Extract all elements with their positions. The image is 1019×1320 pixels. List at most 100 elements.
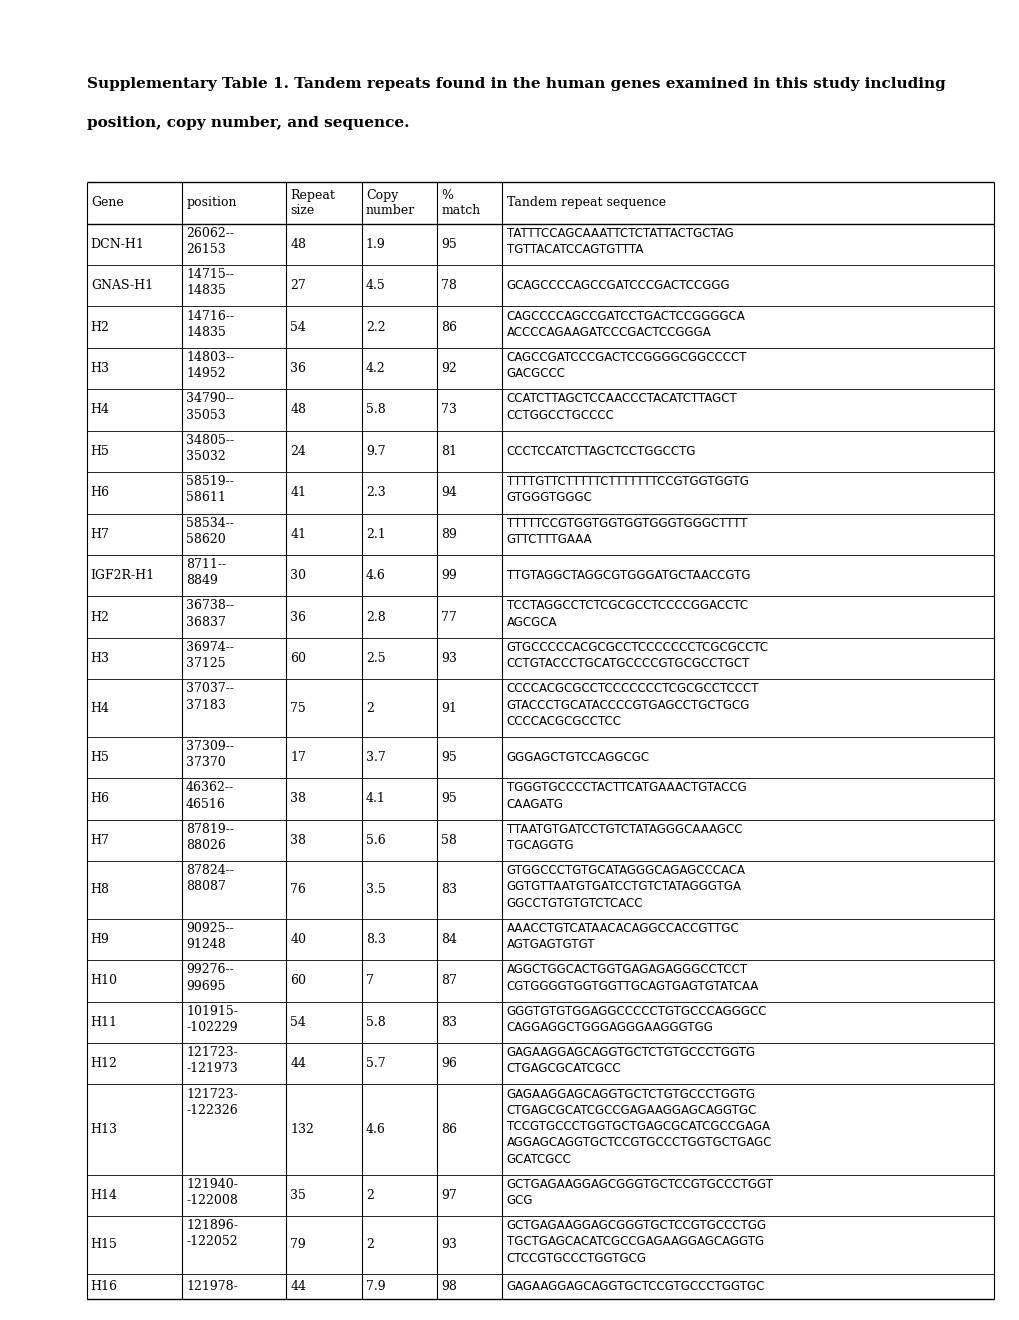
Text: 87819--: 87819-- xyxy=(185,822,234,836)
Text: H8: H8 xyxy=(91,883,110,896)
Text: 34790--: 34790-- xyxy=(185,392,234,405)
Text: 58: 58 xyxy=(441,834,457,847)
Text: GGGAGCTGTCCAGGCGC: GGGAGCTGTCCAGGCGC xyxy=(506,751,649,764)
Text: 121723-: 121723- xyxy=(185,1088,237,1101)
Text: 99: 99 xyxy=(441,569,457,582)
Text: 37309--: 37309-- xyxy=(185,741,234,752)
Text: 41: 41 xyxy=(290,528,306,541)
Text: CCTGTACCCTGCATGCCCCGTGCGCCTGCT: CCTGTACCCTGCATGCCCCGTGCGCCTGCT xyxy=(506,657,749,671)
Text: H3: H3 xyxy=(91,652,110,665)
Text: 17: 17 xyxy=(290,751,306,764)
Text: 95: 95 xyxy=(441,792,457,805)
Text: GGGTGTGTGGAGGCCCCCTGTGCCCAGGGCC: GGGTGTGTGGAGGCCCCCTGTGCCCAGGGCC xyxy=(506,1005,766,1018)
Text: 48: 48 xyxy=(290,404,306,417)
Text: H13: H13 xyxy=(91,1123,117,1137)
Text: DCN-H1: DCN-H1 xyxy=(91,238,145,251)
Text: -102229: -102229 xyxy=(185,1020,237,1034)
Text: 24: 24 xyxy=(290,445,306,458)
Text: CAGGAGGCTGGGAGGGAAGGGTGG: CAGGAGGCTGGGAGGGAAGGGTGG xyxy=(506,1020,712,1034)
Text: 73: 73 xyxy=(441,404,457,417)
Text: TGGGTGCCCCTACTTCATGAAACTGTACCG: TGGGTGCCCCTACTTCATGAAACTGTACCG xyxy=(506,781,746,795)
Text: 91248: 91248 xyxy=(185,939,225,952)
Text: 89: 89 xyxy=(441,528,457,541)
Text: 44: 44 xyxy=(290,1057,306,1071)
Text: 4.6: 4.6 xyxy=(366,1123,385,1137)
Text: 99276--: 99276-- xyxy=(185,964,233,977)
Text: 48: 48 xyxy=(290,238,306,251)
Text: AGGAGCAGGTGCTCCGTGCCCTGGTGCTGAGC: AGGAGCAGGTGCTCCGTGCCCTGGTGCTGAGC xyxy=(506,1137,771,1150)
Text: 4.6: 4.6 xyxy=(366,569,385,582)
Text: 83: 83 xyxy=(441,1016,457,1028)
Text: 58534--: 58534-- xyxy=(185,516,234,529)
Text: H12: H12 xyxy=(91,1057,117,1071)
Text: 36: 36 xyxy=(290,611,306,623)
Text: 46362--: 46362-- xyxy=(185,781,234,795)
Text: 54: 54 xyxy=(290,1016,306,1028)
Text: 44: 44 xyxy=(290,1280,306,1292)
Text: GTTCTTTGAAA: GTTCTTTGAAA xyxy=(506,533,592,546)
Text: 87824--: 87824-- xyxy=(185,865,234,878)
Text: GCAGCCCCAGCCGATCCCGACTCCGGG: GCAGCCCCAGCCGATCCCGACTCCGGG xyxy=(506,280,730,292)
Text: -122326: -122326 xyxy=(185,1104,237,1117)
Text: GCTGAGAAGGAGCGGGTGCTCCGTGCCCTGG: GCTGAGAAGGAGCGGGTGCTCCGTGCCCTGG xyxy=(506,1220,766,1232)
Text: 2.8: 2.8 xyxy=(366,611,385,623)
Text: Repeat
size: Repeat size xyxy=(290,189,335,216)
Text: H5: H5 xyxy=(91,751,110,764)
Text: 88087: 88087 xyxy=(185,880,226,894)
Text: CTGAGCGCATCGCC: CTGAGCGCATCGCC xyxy=(506,1063,621,1076)
Text: 60: 60 xyxy=(290,652,306,665)
Text: TCCTAGGCCTCTCGCGCCTCCCCGGACCTC: TCCTAGGCCTCTCGCGCCTCCCCGGACCTC xyxy=(506,599,747,612)
Text: 76: 76 xyxy=(290,883,306,896)
Text: TGCTGAGCACATCGCCGAGAAGGAGCAGGTG: TGCTGAGCACATCGCCGAGAAGGAGCAGGTG xyxy=(506,1236,763,1249)
Text: 35032: 35032 xyxy=(185,450,225,463)
Text: H7: H7 xyxy=(91,528,110,541)
Text: 14952: 14952 xyxy=(185,367,225,380)
Text: 87: 87 xyxy=(441,974,457,987)
Text: GGCCTGTGTGTCTCACC: GGCCTGTGTGTCTCACC xyxy=(506,896,642,909)
Text: 2: 2 xyxy=(366,701,373,714)
Text: 36: 36 xyxy=(290,362,306,375)
Text: 93: 93 xyxy=(441,1238,457,1251)
Text: 121940-: 121940- xyxy=(185,1177,237,1191)
Text: 121896-: 121896- xyxy=(185,1220,237,1232)
Text: TATTTCCAGCAAATTCTCTATTACTGCTAG: TATTTCCAGCAAATTCTCTATTACTGCTAG xyxy=(506,227,733,240)
Text: Gene: Gene xyxy=(91,197,123,210)
Text: CGTGGGGTGGTGGTTGCAGTGAGTGTATCAA: CGTGGGGTGGTGGTTGCAGTGAGTGTATCAA xyxy=(506,979,758,993)
Text: 5.8: 5.8 xyxy=(366,1016,385,1028)
Text: TTTTTCCGTGGTGGTGGTGGGTGGGCTTTT: TTTTTCCGTGGTGGTGGTGGGTGGGCTTTT xyxy=(506,516,746,529)
Text: IGF2R-H1: IGF2R-H1 xyxy=(91,569,155,582)
Text: AGTGAGTGTGT: AGTGAGTGTGT xyxy=(506,939,595,952)
Text: 88026: 88026 xyxy=(185,840,226,853)
Text: GTGCCCCCACGCGCCTCCCCCCCTCGCGCCTC: GTGCCCCCACGCGCCTCCCCCCCTCGCGCCTC xyxy=(506,642,768,653)
Text: H2: H2 xyxy=(91,321,110,334)
Text: 5.7: 5.7 xyxy=(366,1057,385,1071)
Text: H5: H5 xyxy=(91,445,110,458)
Text: 2.5: 2.5 xyxy=(366,652,385,665)
Text: 5.6: 5.6 xyxy=(366,834,385,847)
Text: GAGAAGGAGCAGGTGCTCTGTGCCCTGGTG: GAGAAGGAGCAGGTGCTCTGTGCCCTGGTG xyxy=(506,1047,755,1059)
Text: 36738--: 36738-- xyxy=(185,599,234,612)
Text: 36974--: 36974-- xyxy=(185,642,234,653)
Text: 2: 2 xyxy=(366,1238,373,1251)
Text: -121973: -121973 xyxy=(185,1063,237,1076)
Text: GAGAAGGAGCAGGTGCTCTGTGCCCTGGTG: GAGAAGGAGCAGGTGCTCTGTGCCCTGGTG xyxy=(506,1088,755,1101)
Text: 92: 92 xyxy=(441,362,457,375)
Text: 2.1: 2.1 xyxy=(366,528,385,541)
Text: 132: 132 xyxy=(290,1123,314,1137)
Text: H4: H4 xyxy=(91,404,110,417)
Text: 101915-: 101915- xyxy=(185,1005,237,1018)
Text: TCCGTGCCCTGGTGCTGAGCGCATCGCCGAGA: TCCGTGCCCTGGTGCTGAGCGCATCGCCGAGA xyxy=(506,1121,768,1133)
Text: 38: 38 xyxy=(290,834,306,847)
Text: H14: H14 xyxy=(91,1189,117,1201)
Text: 26062--: 26062-- xyxy=(185,227,234,240)
Text: 84: 84 xyxy=(441,933,457,946)
Text: CAGCCGATCCCGACTCCGGGGCGGCCCCT: CAGCCGATCCCGACTCCGGGGCGGCCCCT xyxy=(506,351,746,364)
Text: 14715--: 14715-- xyxy=(185,268,234,281)
Text: 81: 81 xyxy=(441,445,457,458)
Text: 2.2: 2.2 xyxy=(366,321,385,334)
Text: 37125: 37125 xyxy=(185,657,225,671)
Text: 14835: 14835 xyxy=(185,284,226,297)
Text: 95: 95 xyxy=(441,751,457,764)
Text: 60: 60 xyxy=(290,974,306,987)
Text: 96: 96 xyxy=(441,1057,457,1071)
